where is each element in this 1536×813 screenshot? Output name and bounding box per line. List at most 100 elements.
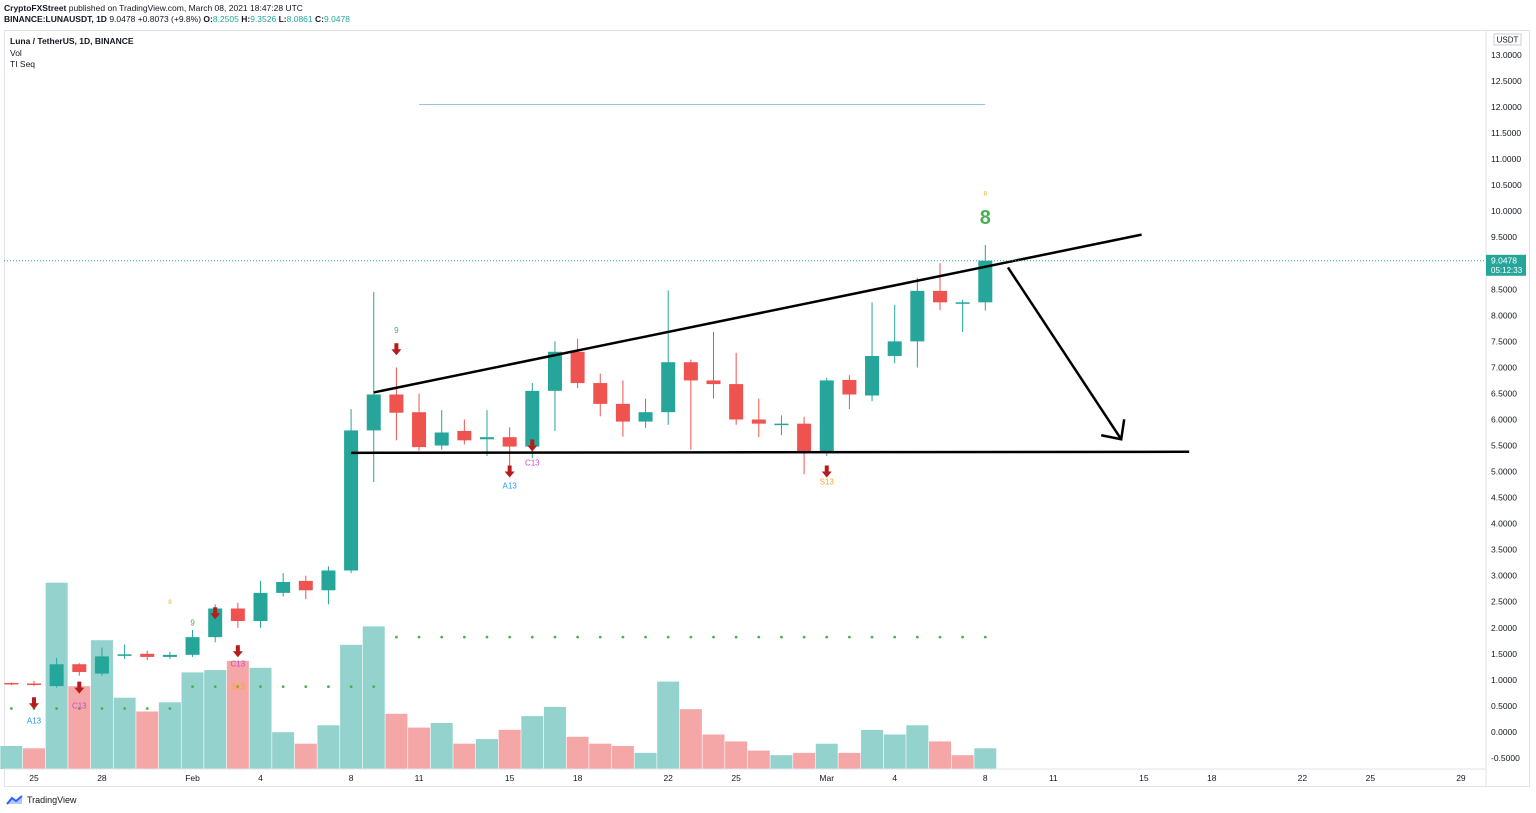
price-tick-label: 5.5000 [1491, 441, 1517, 451]
setup-dot [780, 635, 783, 639]
time-tick-label: 18 [1207, 773, 1217, 783]
price-tick-label: 12.0000 [1491, 102, 1522, 112]
candle-body [661, 362, 676, 413]
publisher-line: CryptoFXStreet published on TradingView.… [4, 3, 303, 14]
time-tick-label: 15 [1139, 773, 1149, 783]
change-text: +0.8073 (+9.8%) [137, 14, 202, 24]
volume-bar [204, 670, 227, 769]
high-value: 9.3526 [250, 14, 277, 24]
time-tick-label: 25 [1366, 773, 1376, 783]
sequential-label: 9 [190, 619, 195, 628]
time-tick-label: 25 [731, 773, 741, 783]
price-tick-label: 3.5000 [1491, 545, 1517, 555]
setup-dot [168, 707, 172, 710]
candle-body [683, 362, 698, 381]
candle-body [185, 637, 200, 655]
price-tick-label: 6.0000 [1491, 414, 1517, 424]
candle-body [298, 580, 313, 591]
volume-bar [0, 746, 23, 769]
setup-dot [145, 707, 149, 710]
sell-arrow-icon [74, 681, 85, 694]
volume-bar [951, 755, 974, 769]
volume-bar [226, 660, 249, 769]
time-tick-label: 8 [349, 773, 354, 783]
countdown-label: 05:12:33 [1491, 266, 1523, 275]
price-tick-label: 7.5000 [1491, 336, 1517, 346]
volume-bar [906, 725, 929, 769]
setup-dot [576, 635, 579, 639]
time-tick-label: 4 [892, 773, 897, 783]
candle-body [751, 419, 766, 424]
volume-bar [861, 729, 884, 769]
candle-body [638, 412, 653, 422]
open-value: 8.2505 [212, 14, 239, 24]
setup-dot [304, 685, 308, 689]
sell-arrow-icon [527, 439, 538, 452]
candle-body [230, 608, 245, 622]
tradingview-brand[interactable]: TradingView [27, 795, 77, 805]
volume-bar [476, 739, 498, 769]
volume-bar [521, 716, 544, 769]
volume-bar [929, 741, 951, 769]
sequential-label: C13 [525, 458, 540, 467]
candle-body [412, 412, 427, 448]
volume-bar [272, 732, 295, 769]
candle-body [117, 654, 132, 656]
high-label: H: [241, 14, 251, 24]
setup-dot [848, 635, 851, 639]
candle-body [366, 394, 381, 431]
volume-bar [543, 706, 566, 769]
candle-body [978, 260, 993, 303]
candle-body [502, 437, 517, 447]
legend-symbol[interactable]: Luna / TetherUS, 1D, BINANCE [10, 36, 134, 46]
setup-dot [462, 635, 466, 639]
low-label: L: [278, 14, 287, 24]
volume-bar [249, 667, 272, 769]
candle-body [955, 302, 970, 304]
volume-bar [657, 681, 680, 769]
candle-body [570, 351, 585, 384]
volume-bar [68, 686, 91, 769]
setup-dot [9, 707, 13, 710]
volume-bar [498, 729, 521, 769]
publisher-name[interactable]: CryptoFXStreet [4, 3, 67, 13]
candle-body [457, 430, 472, 441]
price-tick-label: 2.0000 [1491, 623, 1517, 633]
candle-body [910, 290, 925, 342]
price-tick-label: 3.0000 [1491, 571, 1517, 581]
candle-body [865, 355, 880, 396]
volume-bar [340, 644, 363, 769]
sequential-label: S13 [820, 478, 835, 487]
volume-bar [408, 727, 431, 769]
time-tick-label: 22 [1298, 773, 1308, 783]
price-tick-label: 12.5000 [1491, 76, 1522, 86]
setup-dot [327, 685, 330, 689]
ohlc-line: BINANCE:LUNAUSDT, 1D 9.0478 +0.8073 (+9.… [4, 14, 350, 25]
currency-box [1493, 33, 1522, 46]
candle-body [706, 380, 721, 385]
projection-arrow-shaft [1006, 266, 1123, 440]
price-tick-label: 10.0000 [1491, 206, 1522, 216]
legend-volume[interactable]: Vol [10, 47, 22, 58]
sequential-label: 9 [394, 326, 399, 335]
sequential-label: 8 [980, 207, 991, 229]
volume-bar [589, 743, 612, 769]
legend-ti-seq[interactable]: TI Seq [10, 59, 36, 69]
volume-bar [815, 743, 838, 769]
price-tick-label: -0.5000 [1491, 753, 1520, 763]
setup-dot [598, 635, 602, 639]
volume-bar [158, 702, 181, 769]
setup-dot [825, 635, 829, 639]
setup-dot [77, 707, 81, 710]
candle-body [389, 394, 404, 413]
sell-arrow-icon [821, 465, 832, 478]
sequential-label: C13 [231, 659, 246, 668]
setup-dot [757, 635, 761, 639]
setup-dot [553, 635, 557, 639]
price-tick-label: 4.5000 [1491, 493, 1517, 503]
volume-bar [453, 743, 476, 769]
candle-body [593, 383, 608, 404]
setup-dot [395, 635, 398, 639]
time-tick-label: 22 [663, 773, 673, 783]
